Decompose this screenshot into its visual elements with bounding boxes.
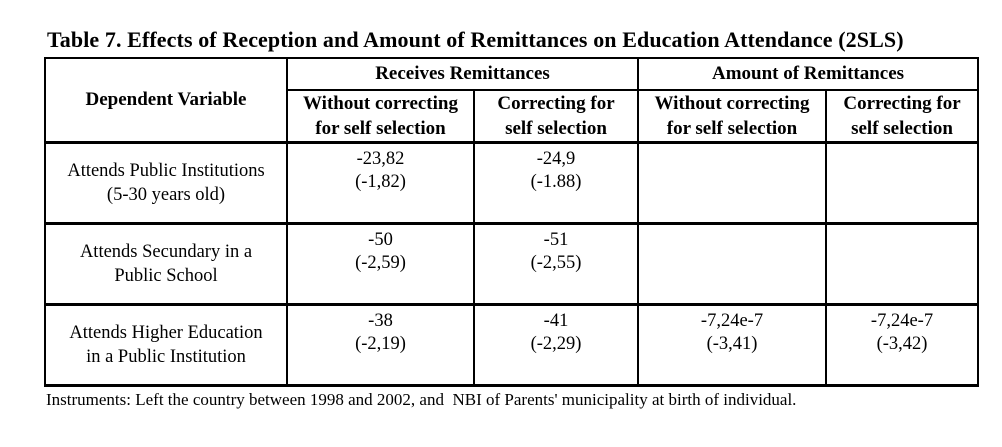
cell-estimate-empty: [637, 141, 827, 225]
cell-estimate-empty: [824, 141, 980, 225]
estimate-value: -38: [368, 311, 393, 331]
subheader-line: self selection: [505, 118, 607, 139]
subheader-line: Without correcting: [303, 93, 458, 114]
cell-estimate: -38 (-2,19): [286, 303, 475, 387]
sub-header-row: Without correcting for self selection Co…: [45, 89, 980, 144]
table-title: Table 7. Effects of Reception and Amount…: [47, 27, 904, 52]
cell-estimate: -7,24e-7 (-3,42): [824, 303, 980, 387]
subheader-correcting-2: Correcting for self selection: [824, 89, 980, 144]
table-row-attends-public-institutions: Attends Public Institutions (5-30 years …: [44, 141, 980, 225]
subheader-line: for self selection: [666, 118, 798, 139]
cell-estimate: -23,82 (-1,82): [286, 141, 475, 225]
t-statistic: (-3,41): [706, 334, 758, 354]
cell-estimate: -7,24e-7 (-3,41): [637, 303, 827, 387]
row-label: Attends Secundary in a Public School: [44, 222, 288, 306]
subheader-line: Correcting for: [843, 93, 961, 114]
subheader-line: for self selection: [315, 118, 446, 139]
group-header-row: Dependent Variable Receives Remittances …: [44, 57, 980, 144]
t-statistic: (-2,55): [530, 253, 582, 273]
cell-estimate: -24,9 (-1.88): [473, 141, 639, 225]
row-label-line: in a Public Institution: [86, 347, 246, 367]
subheader-correcting-1: Correcting for self selection: [473, 89, 639, 144]
table-row-attends-secundary: Attends Secundary in a Public School -50…: [44, 222, 980, 306]
table-row-attends-higher-education: Attends Higher Education in a Public Ins…: [44, 303, 980, 387]
estimate-value: -51: [543, 230, 569, 250]
estimate-value: -7,24e-7: [870, 311, 934, 331]
row-label-line: Attends Secundary in a: [79, 242, 253, 262]
row-label: Attends Public Institutions (5-30 years …: [44, 141, 288, 225]
t-statistic: (-1,82): [355, 172, 406, 192]
cell-estimate-empty: [824, 222, 980, 306]
estimate-value: -23,82: [356, 149, 405, 169]
subheader-without-correcting-2: Without correcting for self selection: [637, 89, 827, 144]
t-statistic: (-1.88): [530, 172, 582, 192]
cell-estimate: -50 (-2,59): [286, 222, 475, 306]
estimate-value: -50: [368, 230, 393, 250]
dependent-variable-header: Dependent Variable: [44, 57, 288, 144]
cell-estimate-empty: [637, 222, 827, 306]
subheader-line: self selection: [851, 118, 953, 139]
results-table: Dependent Variable Receives Remittances …: [44, 57, 980, 387]
t-statistic: (-2,59): [355, 253, 406, 273]
row-label-line: Public School: [114, 266, 218, 286]
row-label-line: Attends Public Institutions: [67, 161, 265, 181]
t-statistic: (-3,42): [876, 334, 928, 354]
table-body: Attends Public Institutions (5-30 years …: [44, 141, 980, 387]
estimate-value: -41: [543, 311, 569, 331]
cell-estimate: -51 (-2,55): [473, 222, 639, 306]
row-label-line: (5-30 years old): [106, 185, 226, 205]
subheader-line: Correcting for: [497, 93, 615, 114]
group-header-receives-remittances: Receives Remittances: [286, 57, 639, 91]
cell-estimate: -41 (-2,29): [473, 303, 639, 387]
subheader-line: Without correcting: [654, 93, 810, 114]
row-label: Attends Higher Education in a Public Ins…: [44, 303, 288, 387]
instruments-footnote: Instruments: Left the country between 19…: [46, 390, 797, 409]
estimate-value: -7,24e-7: [700, 311, 764, 331]
estimate-value: -24,9: [536, 149, 576, 169]
row-label-line: Attends Higher Education: [69, 323, 263, 343]
subheader-without-correcting-1: Without correcting for self selection: [286, 89, 475, 144]
table-header: Dependent Variable Receives Remittances …: [44, 57, 980, 144]
t-statistic: (-2,19): [355, 334, 406, 354]
group-header-amount-of-remittances: Amount of Remittances: [636, 57, 980, 91]
t-statistic: (-2,29): [530, 334, 582, 354]
